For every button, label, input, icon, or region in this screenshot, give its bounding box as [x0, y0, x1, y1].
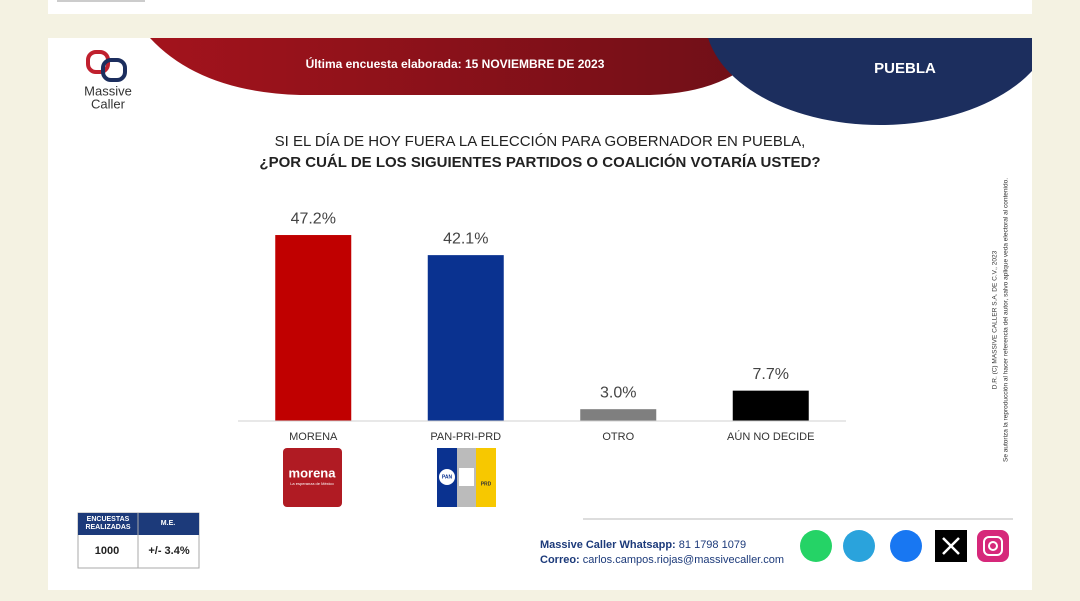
header-swoosh: [150, 38, 770, 95]
contact-label: Correo:: [540, 554, 580, 566]
bar: [580, 409, 657, 421]
logo-text: PAN: [442, 474, 453, 480]
table-value: 1000: [95, 545, 119, 557]
instagram-icon[interactable]: [977, 530, 1009, 562]
top-card: [48, 0, 1032, 14]
region: PUEBLA: [874, 60, 936, 77]
logo: Massive Caller: [84, 50, 132, 111]
telegram-icon[interactable]: [843, 530, 875, 562]
contact: Correo: carlos.campos.riojas@massivecall…: [540, 554, 784, 566]
logo-icon: [101, 58, 127, 82]
logo-circle: [439, 469, 455, 485]
whatsapp-icon[interactable]: [800, 530, 832, 562]
chart-title: SI EL DÍA DE HOY FUERA LA ELECCIÓN PARA …: [275, 133, 806, 150]
x-tick-label: OTRO: [602, 431, 634, 443]
contact: Massive Caller Whatsapp: 81 1798 1079: [540, 539, 746, 551]
instagram-glyph: [988, 541, 998, 551]
logo-text: La esperanza de México: [290, 481, 334, 486]
value-label: 7.7%: [753, 366, 789, 383]
contact-value: carlos.campos.riojas@massivecaller.com: [583, 554, 784, 566]
coalition-logo: PAN PRD: [437, 448, 496, 507]
value-label: 47.2%: [291, 210, 336, 227]
header-circle: [708, 38, 1032, 125]
logo-box: [283, 448, 342, 507]
x-tick-label: AÚN NO DECIDE: [727, 430, 814, 443]
chart-subtitle: ¿POR CUÁL DE LOS SIGUIENTES PARTIDOS O C…: [259, 153, 820, 171]
table-value: +/- 3.4%: [148, 545, 189, 557]
logo-text: Caller: [91, 96, 126, 111]
logo-pri: [459, 468, 474, 486]
contact-label: Massive Caller Whatsapp:: [540, 539, 676, 551]
table-header-text: ENCUESTAS REALIZADAS: [85, 516, 131, 531]
disclaimer: Se autoriza la reproducción al hacer ref…: [1003, 178, 1010, 462]
survey-date: Última encuesta elaborada: 15 NOVIEMBRE …: [306, 56, 605, 71]
logo-text: PRD: [481, 481, 492, 487]
bar: [275, 235, 352, 421]
x-tick-label: PAN-PRI-PRD: [430, 431, 501, 443]
logo-stripe: [476, 448, 496, 507]
x-glyph: [942, 537, 960, 555]
value-label: 3.0%: [600, 384, 636, 401]
logo-text: Massive: [84, 83, 132, 98]
value-label: 42.1%: [443, 230, 488, 247]
x-tick-label: MORENA: [289, 431, 338, 443]
morena-logo: morena La esperanza de México: [283, 448, 342, 507]
bar: [427, 255, 504, 421]
bar: [732, 390, 809, 421]
top-bar: [57, 0, 145, 2]
facebook-icon[interactable]: [890, 530, 922, 562]
survey-table: ENCUESTAS REALIZADAS M.E. 1000 +/- 3.4%: [77, 512, 200, 569]
copyright: D.R. (C) MASSIVE CALLER S.A. DE C.V., 20…: [992, 250, 999, 389]
contact-value: 81 1798 1079: [679, 539, 746, 551]
logo-text: morena: [289, 465, 337, 480]
table-header-text: M.E.: [161, 520, 175, 527]
card: [48, 38, 1032, 590]
table-cell: ENCUESTAS REALIZADAS: [85, 516, 131, 531]
instagram-glyph: [983, 536, 1003, 556]
plot: MORENA 47.2% PAN-PRI-PRD 42.1% OTRO 3.0% AÚN N…: [275, 210, 814, 443]
social-icons: [800, 530, 1009, 562]
